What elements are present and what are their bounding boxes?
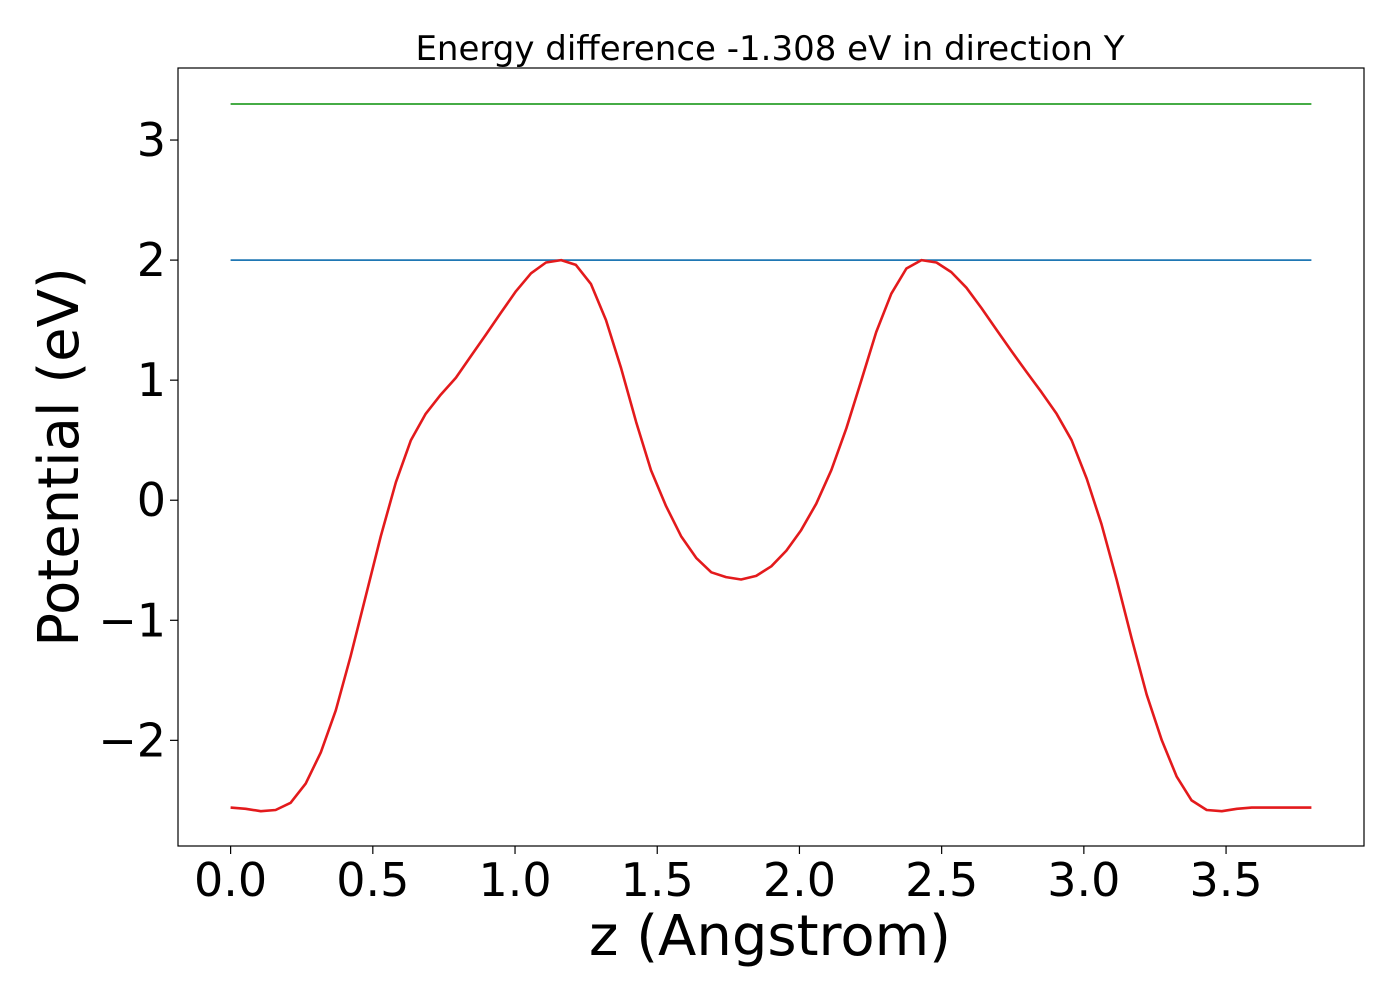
x-tick-label: 2.0: [763, 853, 836, 907]
y-tick-label: −2: [98, 713, 166, 767]
y-tick-label: 2: [137, 233, 166, 287]
y-axis: −2 −1 0 1 2 3: [98, 113, 178, 767]
plot-frame: [177, 67, 1365, 847]
x-axis-label: z (Angstrom): [589, 904, 951, 969]
y-tick-label: 0: [137, 473, 166, 527]
y-axis-label: Potential (eV): [27, 267, 92, 647]
y-tick-label: 3: [137, 113, 166, 167]
x-tick-label: 3.5: [1189, 853, 1262, 907]
potential-curve: [230, 258, 1312, 813]
chart-title: Energy difference -1.308 eV in direction…: [415, 29, 1124, 69]
plot-lines: [230, 103, 1312, 813]
x-tick-label: 2.5: [905, 853, 978, 907]
x-tick-label: 3.0: [1047, 853, 1120, 907]
x-tick-label: 1.5: [621, 853, 694, 907]
y-tick-label: −1: [98, 593, 166, 647]
y-tick-label: 1: [137, 353, 166, 407]
x-tick-label: 1.0: [478, 853, 551, 907]
x-tick-label: 0.0: [194, 853, 267, 907]
x-tick-label: 0.5: [336, 853, 409, 907]
x-axis: 0.0 0.5 1.0 1.5 2.0 2.5 3.0 3.5: [194, 846, 1263, 907]
